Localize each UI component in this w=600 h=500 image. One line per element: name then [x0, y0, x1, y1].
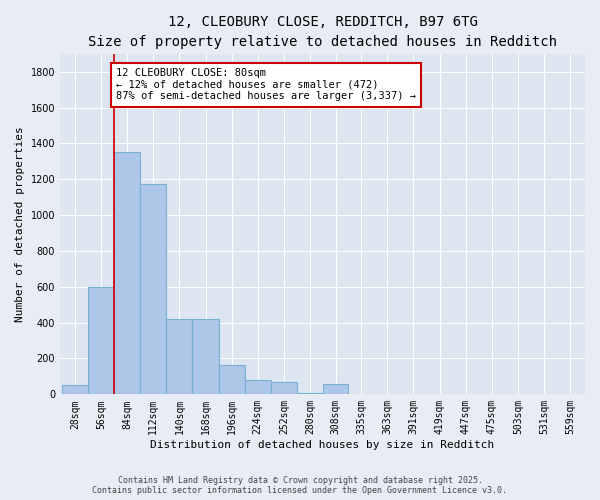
- Text: Contains HM Land Registry data © Crown copyright and database right 2025.
Contai: Contains HM Land Registry data © Crown c…: [92, 476, 508, 495]
- Text: 12 CLEOBURY CLOSE: 80sqm
← 12% of detached houses are smaller (472)
87% of semi-: 12 CLEOBURY CLOSE: 80sqm ← 12% of detach…: [116, 68, 416, 102]
- Bar: [62, 386, 88, 394]
- Bar: [218, 365, 245, 394]
- Bar: [193, 319, 218, 394]
- Title: 12, CLEOBURY CLOSE, REDDITCH, B97 6TG
Size of property relative to detached hous: 12, CLEOBURY CLOSE, REDDITCH, B97 6TG Si…: [88, 15, 557, 48]
- Bar: [245, 380, 271, 394]
- X-axis label: Distribution of detached houses by size in Redditch: Distribution of detached houses by size …: [151, 440, 494, 450]
- Bar: [323, 384, 348, 394]
- Y-axis label: Number of detached properties: Number of detached properties: [15, 126, 25, 322]
- Bar: [114, 152, 140, 394]
- Bar: [271, 382, 297, 394]
- Bar: [166, 319, 193, 394]
- Bar: [88, 287, 114, 395]
- Bar: [140, 184, 166, 394]
